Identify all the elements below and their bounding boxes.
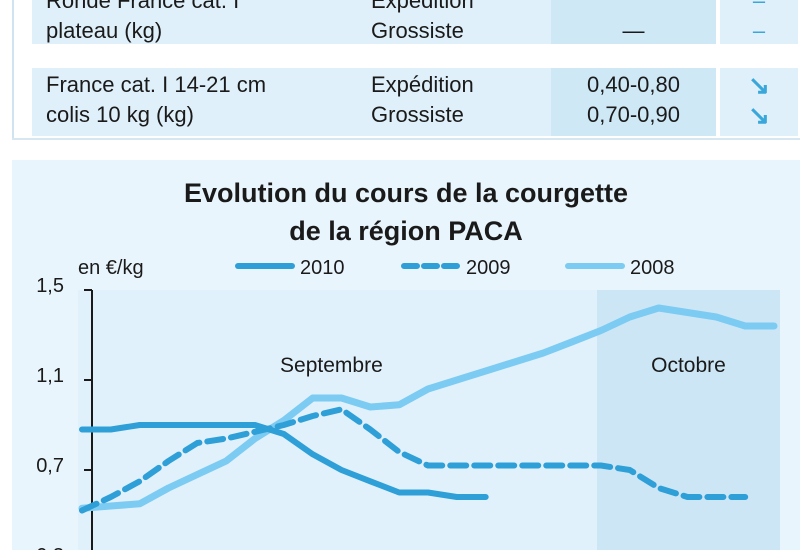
table-row: Ronde France cat. I plateau (kg) Expédit… (32, 0, 798, 44)
y-tick-label: 1,1 (36, 365, 64, 387)
price-line: 0,70-0,90 (587, 102, 680, 127)
legend-label: 2009 (466, 257, 511, 279)
price-line: — (622, 18, 645, 43)
chart-legend: 2010 2009 2008 (235, 257, 675, 279)
october-period-band (597, 290, 780, 550)
chart-title: Evolution du cours de la courgette (184, 178, 628, 208)
series-line-2009 (79, 406, 749, 514)
period-label: Octobre (651, 354, 726, 377)
chart-title: de la région PACA (289, 216, 523, 246)
table-row: France cat. I 14-21 cm colis 10 kg (kg) … (32, 68, 798, 136)
series-line-2008 (78, 304, 778, 512)
product-line: plateau (kg) (46, 18, 163, 43)
stage-line: Grossiste (371, 18, 464, 43)
y-axis: 1,5 1,1 0,7 0,3 (36, 275, 93, 550)
y-axis-label: en €/kg (78, 257, 144, 279)
product-line: colis 10 kg (kg) (46, 102, 194, 127)
price-cell: — (551, 0, 716, 44)
trend-cell: ↘ ↘ (720, 68, 798, 136)
legend-label: 2010 (300, 257, 345, 279)
price-cell: 0,40-0,80 0,70-0,90 (551, 68, 716, 136)
trend-down-icon: ↘ (748, 100, 770, 130)
series-line-2010 (79, 422, 489, 500)
courgette-price-chart: Evolution du cours de la courgette de la… (36, 178, 780, 550)
price-line: 0,40-0,80 (587, 72, 680, 97)
product-cell: Ronde France cat. I plateau (kg) (32, 0, 329, 44)
product-line: France cat. I 14-21 cm (46, 72, 267, 97)
stage-line: Expédition (371, 72, 474, 97)
stage-line: Expédition (371, 0, 474, 13)
legend-label: 2008 (630, 257, 675, 279)
product-cell: France cat. I 14-21 cm colis 10 kg (kg) (32, 68, 329, 136)
price-line (551, 0, 716, 16)
table-bottom-rule (12, 138, 800, 140)
period-labels: Septembre Octobre (280, 354, 726, 377)
trend-stable-icon: – (752, 0, 766, 13)
y-tick-label: 0,3 (36, 545, 64, 550)
period-label: Septembre (280, 354, 383, 377)
table-left-rule (12, 0, 14, 138)
stage-line: Grossiste (371, 102, 464, 127)
product-line: Ronde France cat. I (46, 0, 240, 13)
y-tick-label: 1,5 (36, 275, 64, 297)
series-layer (78, 304, 778, 514)
trend-down-icon: ↘ (748, 70, 770, 100)
price-table: Ronde France cat. I plateau (kg) Expédit… (0, 0, 800, 140)
y-tick-label: 0,7 (36, 455, 64, 477)
trend-stable-icon: – (752, 18, 766, 43)
trend-cell: – – (720, 0, 798, 44)
chart-panel: Evolution du cours de la courgette de la… (12, 160, 800, 550)
